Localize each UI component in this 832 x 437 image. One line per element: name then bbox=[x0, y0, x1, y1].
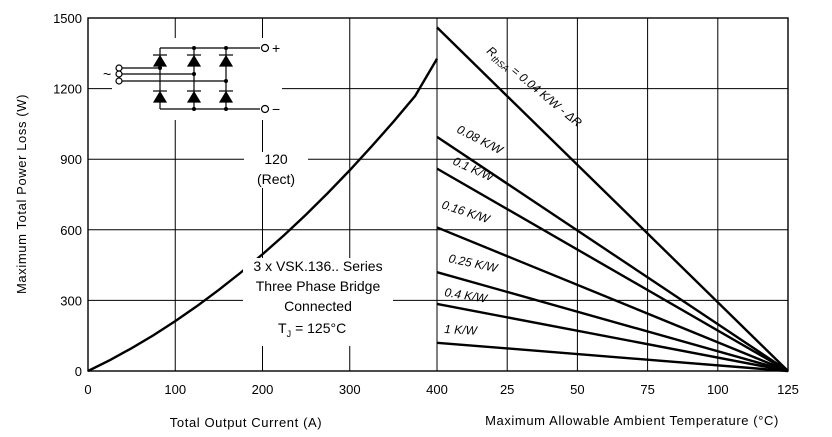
series-right-3 bbox=[436, 226, 789, 373]
x-tick-left-400: 400 bbox=[426, 382, 448, 397]
y-tick-labels: 0 300 600 900 1200 1500 bbox=[53, 11, 82, 379]
series-right-1 bbox=[436, 135, 789, 372]
x-tick-right-75: 75 bbox=[640, 382, 654, 397]
series-left-0 bbox=[87, 58, 439, 373]
y-tick-900: 900 bbox=[60, 152, 82, 167]
y-tick-1200: 1200 bbox=[53, 82, 82, 97]
series-right-6 bbox=[436, 341, 789, 373]
series-right-4 bbox=[436, 271, 789, 373]
diode-icons bbox=[152, 54, 234, 103]
bridge-schematic: + − ~ bbox=[103, 38, 282, 120]
device-label-bg bbox=[243, 258, 393, 346]
x-tick-left-0: 0 bbox=[84, 382, 91, 397]
r-label-0.16: 0.16 K/W bbox=[440, 198, 493, 227]
y-tick-1500: 1500 bbox=[53, 11, 82, 26]
device-label-line3: Connected bbox=[284, 298, 352, 314]
x-tick-left-300: 300 bbox=[339, 382, 361, 397]
x-tick-left-200: 200 bbox=[252, 382, 274, 397]
r-label-0.25: 0.25 K/W bbox=[447, 251, 500, 275]
r-label-1: 1 K/W bbox=[444, 322, 479, 338]
x-axis-title-left: Total Output Current (A) bbox=[170, 415, 322, 430]
plot-frame bbox=[87, 17, 789, 372]
x-tick-labels: 0 100 200 300 400 25 50 75 100 125 bbox=[84, 382, 798, 397]
curve-label-line2: (Rect) bbox=[257, 171, 295, 187]
x-axis-title-right: Maximum Allowable Ambient Temperature (°… bbox=[485, 413, 779, 428]
series-right-0 bbox=[436, 26, 789, 372]
curve-label-line1: 120 bbox=[264, 151, 288, 167]
r-label-0.4: 0.4 K/W bbox=[444, 285, 490, 306]
device-label-line2: Three Phase Bridge bbox=[256, 278, 381, 294]
minus-terminal-label: − bbox=[272, 101, 280, 117]
x-tick-right-50: 50 bbox=[570, 382, 584, 397]
x-tick-left-100: 100 bbox=[164, 382, 186, 397]
plus-terminal-label: + bbox=[272, 40, 280, 56]
series bbox=[87, 26, 789, 373]
device-label-line1: 3 x VSK.136.. Series bbox=[253, 258, 382, 274]
x-tick-right-25: 25 bbox=[500, 382, 514, 397]
y-tick-0: 0 bbox=[75, 364, 82, 379]
x-tick-right-125: 125 bbox=[777, 382, 799, 397]
y-tick-300: 300 bbox=[60, 293, 82, 308]
ac-input-label: ~ bbox=[103, 66, 111, 82]
series-right-5 bbox=[436, 302, 789, 373]
series-right-2 bbox=[436, 167, 789, 373]
device-label-tj-value: = 125°C bbox=[295, 320, 346, 336]
curve-label-bg bbox=[244, 152, 308, 188]
rthsa-value: = 0.04 K/W - ΔR bbox=[506, 61, 585, 130]
x-tick-right-100: 100 bbox=[707, 382, 729, 397]
device-label-tj: TJ = 125°C bbox=[278, 320, 346, 339]
y-tick-600: 600 bbox=[60, 223, 82, 238]
y-axis-title: Maximum Total Power Loss (W) bbox=[14, 94, 29, 294]
